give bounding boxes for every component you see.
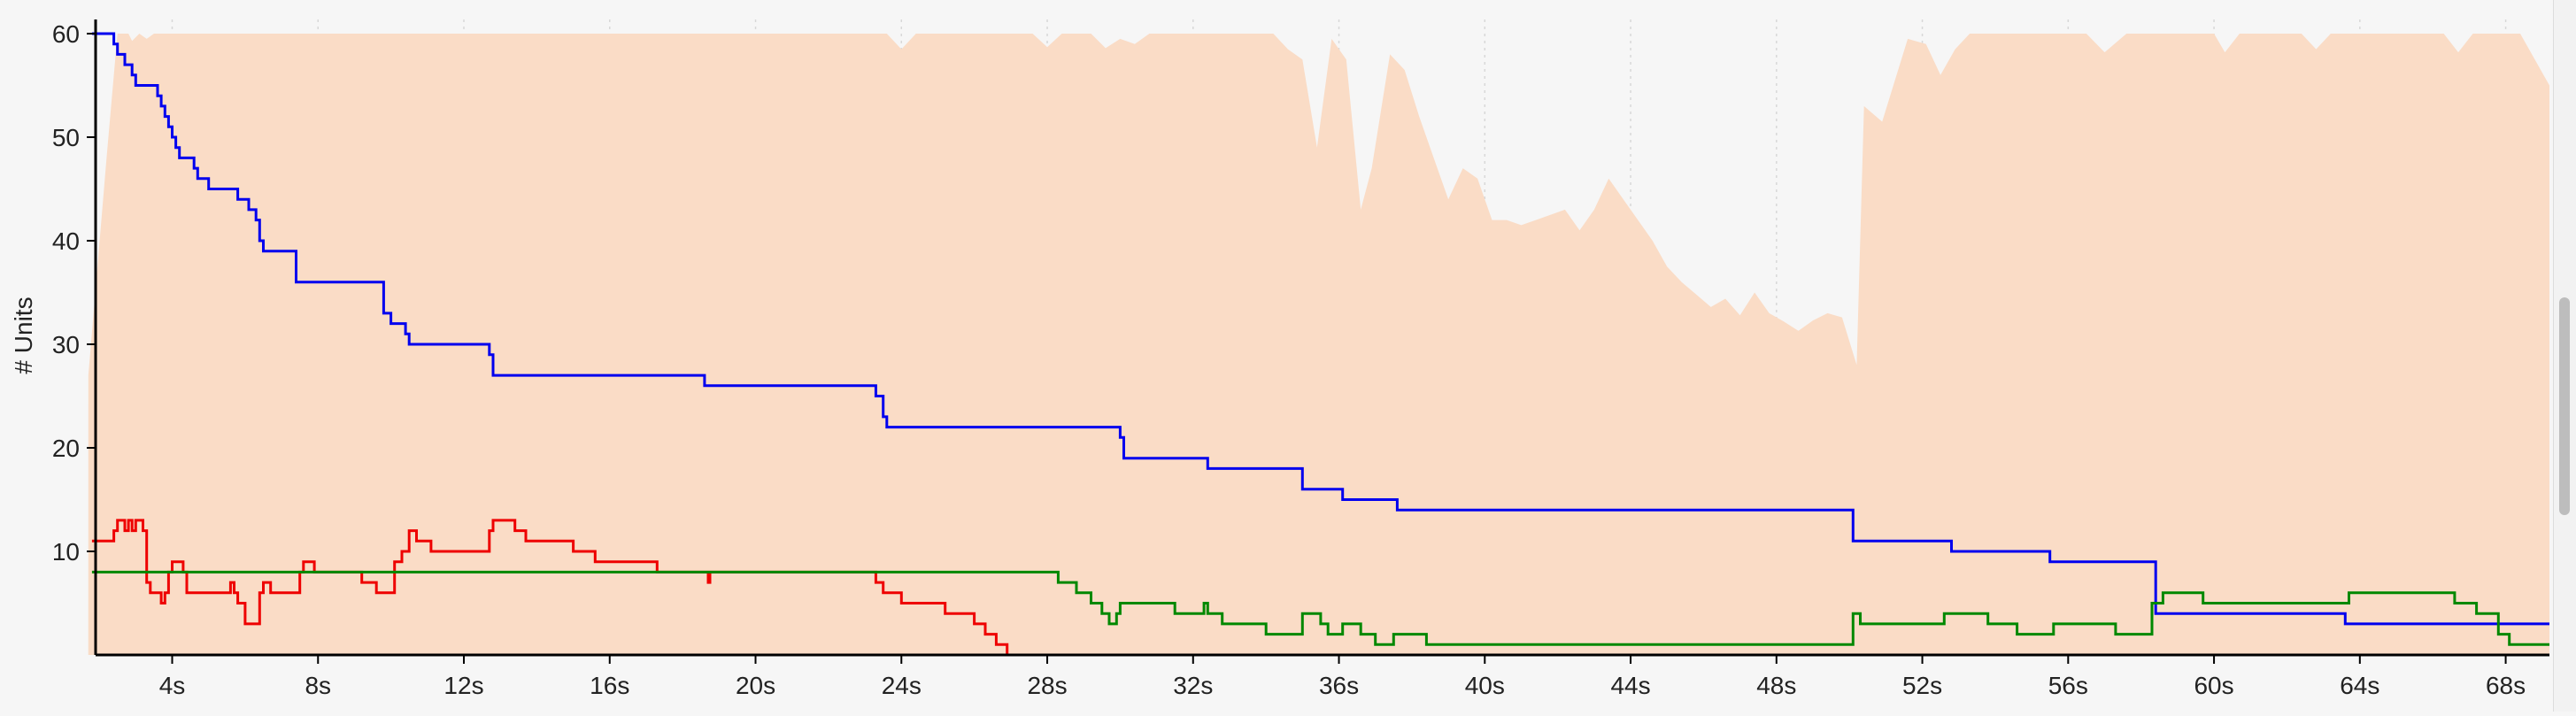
y-axis-label: # Units <box>10 296 37 373</box>
x-tick-label-44s: 44s <box>1610 672 1650 699</box>
x-tick-label-28s: 28s <box>1027 672 1067 699</box>
x-tick-label-60s: 60s <box>2194 672 2233 699</box>
x-tick-label-36s: 36s <box>1319 672 1359 699</box>
x-tick-label-24s: 24s <box>882 672 922 699</box>
vertical-scrollbar[interactable] <box>2553 0 2576 712</box>
x-tick-label-20s: 20s <box>736 672 775 699</box>
y-tick-label-60: 60 <box>52 20 80 48</box>
y-tick-label-20: 20 <box>52 435 80 462</box>
x-tick-label-8s: 8s <box>305 672 331 699</box>
x-tick-label-52s: 52s <box>1902 672 1942 699</box>
y-tick-label-10: 10 <box>52 538 80 566</box>
capacity-area-layer <box>88 34 2550 655</box>
y-tick-label-50: 50 <box>52 124 80 151</box>
x-tick-label-4s: 4s <box>159 672 186 699</box>
blue-step-series <box>91 32 2549 626</box>
capacity-area <box>88 34 2550 655</box>
x-tick-label-12s: 12s <box>443 672 483 699</box>
x-tick-label-16s: 16s <box>590 672 629 699</box>
x-tick-label-64s: 64s <box>2340 672 2379 699</box>
scrollbar-thumb[interactable] <box>2559 297 2570 515</box>
x-tick-label-56s: 56s <box>2048 672 2088 699</box>
x-tick-label-32s: 32s <box>1173 672 1213 699</box>
x-tick-label-40s: 40s <box>1465 672 1505 699</box>
series-layer <box>91 32 2549 657</box>
axes: 10 20 30 40 50 60 4s 8s 12s 16s 20s 24s 28s 32s 36s 40s… <box>52 19 2549 699</box>
x-tick-label-48s: 48s <box>1756 672 1796 699</box>
y-tick-label-30: 30 <box>52 331 80 358</box>
y-tick-label-40: 40 <box>52 227 80 255</box>
x-tick-label-68s: 68s <box>2486 672 2526 699</box>
green-step-series <box>91 570 2549 646</box>
